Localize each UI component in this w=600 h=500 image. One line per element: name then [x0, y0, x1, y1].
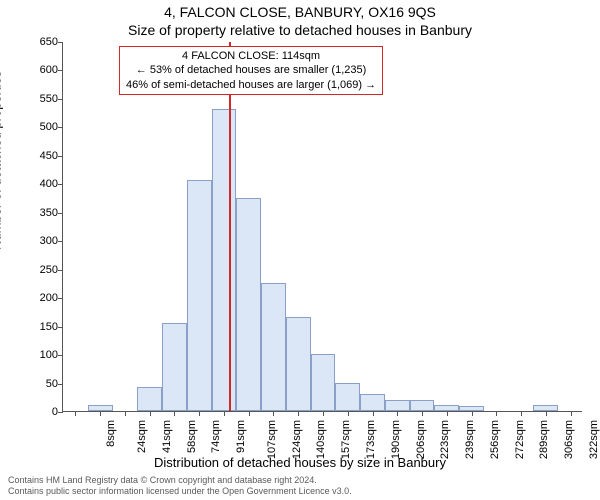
histogram-bar — [212, 109, 237, 411]
y-tick-label: 400 — [22, 178, 58, 190]
x-tick-mark — [348, 411, 349, 416]
y-tick-label: 50 — [22, 378, 58, 390]
y-tick-mark — [58, 213, 63, 214]
x-tick-label: 107sqm — [266, 420, 278, 459]
x-tick-mark — [174, 411, 175, 416]
y-tick-label: 200 — [22, 292, 58, 304]
y-tick-mark — [58, 412, 63, 413]
x-tick-label: 206sqm — [415, 420, 427, 459]
x-tick-mark — [224, 411, 225, 416]
x-tick-label: 173sqm — [365, 420, 377, 459]
x-tick-label: 239sqm — [464, 420, 476, 459]
annotation-line1: 4 FALCON CLOSE: 114sqm — [182, 50, 320, 62]
plot-area: 4 FALCON CLOSE: 114sqm ← 53% of detached… — [62, 42, 582, 412]
histogram-bar — [410, 400, 435, 411]
y-tick-label: 350 — [22, 207, 58, 219]
y-tick-label: 550 — [22, 93, 58, 105]
y-tick-mark — [58, 184, 63, 185]
x-tick-mark — [125, 411, 126, 416]
x-tick-mark — [447, 411, 448, 416]
y-tick-mark — [58, 99, 63, 100]
y-tick-mark — [58, 355, 63, 356]
y-tick-label: 500 — [22, 121, 58, 133]
histogram-bar — [286, 317, 311, 411]
histogram-bar — [335, 383, 360, 411]
x-tick-label: 223sqm — [439, 420, 451, 459]
y-tick-mark — [58, 127, 63, 128]
x-tick-mark — [546, 411, 547, 416]
y-tick-mark — [58, 298, 63, 299]
x-tick-label: 91sqm — [235, 420, 247, 453]
y-tick-label: 150 — [22, 321, 58, 333]
y-tick-mark — [58, 156, 63, 157]
x-tick-mark — [422, 411, 423, 416]
x-tick-label: 140sqm — [316, 420, 328, 459]
histogram-bar — [360, 394, 385, 411]
footer-line2: Contains public sector information licen… — [8, 486, 352, 496]
y-tick-mark — [58, 70, 63, 71]
y-tick-mark — [58, 327, 63, 328]
annotation-line3: 46% of semi-detached houses are larger (… — [126, 79, 376, 91]
x-tick-label: 157sqm — [340, 420, 352, 459]
y-tick-mark — [58, 384, 63, 385]
annotation-box: 4 FALCON CLOSE: 114sqm ← 53% of detached… — [119, 46, 383, 95]
chart-title-address: 4, FALCON CLOSE, BANBURY, OX16 9QS — [0, 4, 600, 20]
x-tick-label: 58sqm — [186, 420, 198, 453]
x-tick-label: 24sqm — [136, 420, 148, 453]
y-axis-label: Number of detached properties — [0, 71, 4, 250]
y-tick-label: 450 — [22, 150, 58, 162]
x-tick-mark — [496, 411, 497, 416]
x-tick-mark — [249, 411, 250, 416]
x-tick-mark — [571, 411, 572, 416]
y-tick-label: 250 — [22, 264, 58, 276]
histogram-bar — [261, 283, 286, 411]
x-tick-label: 74sqm — [210, 420, 222, 453]
x-tick-mark — [199, 411, 200, 416]
histogram-bar — [137, 387, 162, 411]
footer-attribution: Contains HM Land Registry data © Crown c… — [8, 475, 352, 498]
x-tick-label: 306sqm — [563, 420, 575, 459]
y-tick-mark — [58, 241, 63, 242]
y-tick-mark — [58, 42, 63, 43]
property-marker-line — [229, 42, 231, 411]
x-tick-label: 322sqm — [588, 420, 600, 459]
y-tick-label: 0 — [22, 406, 58, 418]
x-tick-mark — [323, 411, 324, 416]
histogram-bar — [162, 323, 187, 411]
y-tick-label: 650 — [22, 36, 58, 48]
footer-line1: Contains HM Land Registry data © Crown c… — [8, 475, 317, 485]
x-tick-mark — [472, 411, 473, 416]
x-tick-label: 256sqm — [489, 420, 501, 459]
x-tick-mark — [100, 411, 101, 416]
x-tick-mark — [397, 411, 398, 416]
x-tick-label: 272sqm — [514, 420, 526, 459]
x-tick-label: 190sqm — [390, 420, 402, 459]
annotation-line2: ← 53% of detached houses are smaller (1,… — [136, 64, 367, 76]
y-tick-label: 300 — [22, 235, 58, 247]
x-tick-mark — [150, 411, 151, 416]
x-tick-mark — [298, 411, 299, 416]
y-tick-label: 100 — [22, 349, 58, 361]
x-tick-label: 124sqm — [291, 420, 303, 459]
x-tick-label: 41sqm — [161, 420, 173, 453]
histogram-bar — [385, 400, 410, 411]
histogram-bar — [311, 354, 336, 411]
x-tick-mark — [273, 411, 274, 416]
x-tick-label: 289sqm — [538, 420, 550, 459]
x-tick-mark — [75, 411, 76, 416]
x-tick-mark — [373, 411, 374, 416]
y-tick-label: 600 — [22, 64, 58, 76]
y-tick-mark — [58, 270, 63, 271]
histogram-bar — [236, 198, 261, 411]
x-tick-mark — [521, 411, 522, 416]
chart-title-description: Size of property relative to detached ho… — [0, 22, 600, 38]
chart-container: 4, FALCON CLOSE, BANBURY, OX16 9QS Size … — [0, 0, 600, 500]
histogram-bar — [187, 180, 212, 411]
x-tick-label: 8sqm — [105, 420, 117, 447]
